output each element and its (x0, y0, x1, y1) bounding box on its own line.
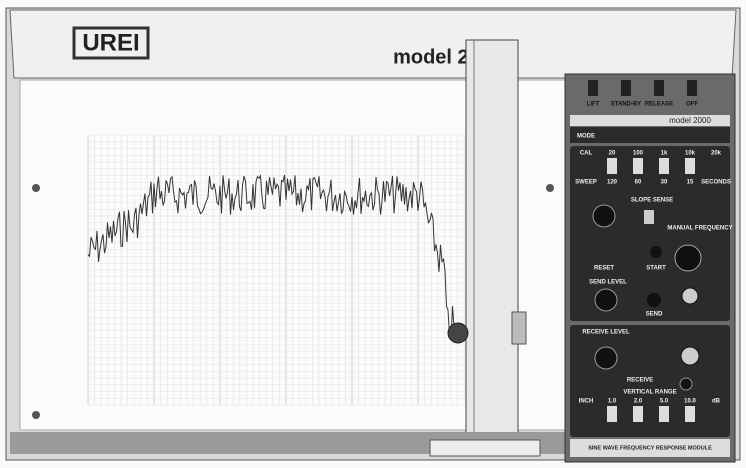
button[interactable] (647, 293, 661, 307)
sweep-panel (570, 146, 730, 321)
footer-strip (570, 439, 730, 457)
row-label: 15 (687, 180, 694, 186)
toggle-switch (621, 80, 631, 96)
push-key[interactable] (685, 158, 695, 174)
connector (680, 346, 700, 366)
knob (594, 288, 618, 312)
range-row: INCH 1.0 2.0 5.0 10.0 dB (579, 399, 721, 422)
model-strip (570, 115, 730, 126)
button[interactable] (679, 377, 693, 391)
slope-sense: SLOPE SENSE (631, 198, 673, 204)
knob (674, 244, 702, 272)
reset: RESET (594, 266, 614, 272)
push-key[interactable] (659, 158, 669, 174)
pen-clamp (511, 311, 527, 345)
row-label: 5.0 (660, 399, 669, 405)
row-label: 100 (633, 151, 644, 157)
logo: UREI (82, 29, 139, 56)
mode-label: MODE (577, 134, 595, 140)
row-label: SECONDS (701, 180, 731, 186)
switch-row: LIFT STAND-BY RELEASE OFF (587, 80, 698, 108)
mode-panel (570, 127, 730, 143)
toggle (644, 210, 654, 224)
row-label: 20k (711, 151, 722, 157)
row-label: 2.0 (634, 399, 643, 405)
vertical-range: VERTICAL RANGE (623, 390, 676, 396)
row-label: 60 (635, 180, 642, 186)
push-key[interactable] (607, 158, 617, 174)
push-key[interactable] (685, 406, 695, 422)
row-label: SWEEP (575, 180, 597, 186)
carriage-foot (429, 439, 541, 457)
send-level: SEND LEVEL (589, 280, 627, 286)
row-label: 20 (609, 151, 616, 157)
module-footer: SINE WAVE FREQUENCY RESPONSE MODULE (588, 445, 712, 451)
row-label: 120 (607, 180, 618, 186)
start: START (646, 266, 666, 272)
pen-carriage (465, 39, 519, 449)
frequency-row: CAL 20 100 1k 10k 20k (580, 151, 722, 174)
toggle-switch (654, 80, 664, 96)
row-label: 1.0 (608, 399, 617, 405)
switch-label: OFF (686, 102, 698, 108)
module-model: model 2000 (669, 116, 711, 125)
manual-frequency: MANUAL FREQUENCY (667, 226, 732, 232)
toggle-switch (687, 80, 697, 96)
send: SEND (646, 312, 663, 318)
switch-label: STAND-BY (611, 102, 642, 108)
pen (447, 322, 469, 344)
row-label: CAL (580, 151, 593, 157)
row-label: INCH (579, 399, 594, 405)
knob (594, 346, 618, 370)
sweep-row: SWEEP 120 60 30 15 SECONDS (575, 180, 731, 186)
push-key[interactable] (659, 406, 669, 422)
knob (592, 204, 616, 228)
push-key[interactable] (607, 406, 617, 422)
connector (681, 287, 699, 305)
switch-label: RELEASE (645, 102, 673, 108)
switch-label: LIFT (587, 102, 600, 108)
trace (87, 174, 455, 340)
screw (32, 184, 40, 192)
screw (546, 184, 554, 192)
push-key[interactable] (633, 158, 643, 174)
row-label: 10.0 (684, 399, 696, 405)
button[interactable] (650, 246, 662, 258)
chart-grid (87, 134, 468, 406)
row-label: 10k (685, 151, 696, 157)
toggle-switch (588, 80, 598, 96)
screw (32, 411, 40, 419)
row-label: 30 (661, 180, 668, 186)
row-label: 1k (661, 151, 668, 157)
push-key[interactable] (633, 406, 643, 422)
tray (10, 432, 566, 454)
row-label: dB (712, 399, 721, 405)
receive: RECEIVE (627, 378, 653, 384)
receive-level: RECEIVE LEVEL (582, 330, 630, 336)
logo-box (72, 26, 150, 60)
